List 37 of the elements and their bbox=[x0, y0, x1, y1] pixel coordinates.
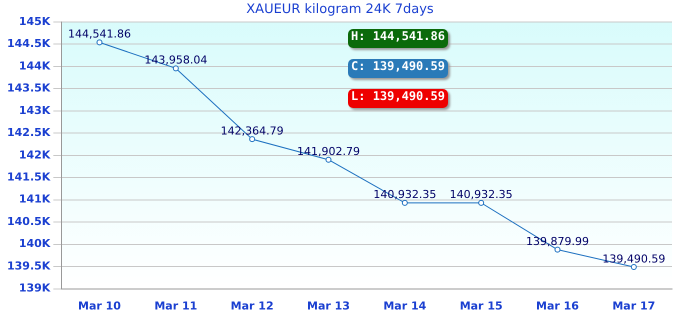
point bbox=[172, 65, 179, 72]
y-tick-label: 142K bbox=[18, 148, 51, 162]
x-tick-label: Mar 15 bbox=[460, 299, 503, 312]
point bbox=[630, 264, 637, 270]
y-tick-label: 144K bbox=[18, 59, 51, 72]
y-tick-label: 144.5K bbox=[6, 37, 51, 50]
x-tick-label: Mar 12 bbox=[230, 299, 274, 312]
data-label: 140,932.35 bbox=[450, 188, 513, 202]
y-tick-label: 145K bbox=[18, 14, 51, 28]
x-tick-label: Mar 10 bbox=[78, 299, 122, 312]
y-tick-label: 139.5K bbox=[6, 259, 51, 272]
y-tick-label: 141.5K bbox=[6, 170, 51, 184]
y-tick-label: 143K bbox=[18, 104, 51, 117]
data-label: 144,541.86 bbox=[68, 28, 131, 41]
data-label: 141,902.79 bbox=[297, 145, 360, 158]
annotation: L: 139,490.59 bbox=[348, 89, 448, 108]
y-tick-label: 139K bbox=[18, 282, 51, 295]
point bbox=[249, 136, 256, 142]
y-tick-label: 143.5K bbox=[6, 82, 51, 95]
x-tick-label: Mar 17 bbox=[612, 299, 656, 312]
point bbox=[554, 246, 560, 253]
x-tick-label: Mar 14 bbox=[383, 299, 427, 312]
y-tick-label: 140.5K bbox=[6, 214, 51, 228]
annotation: H: 144,541.86 bbox=[348, 29, 448, 48]
x-tick-label: Mar 11 bbox=[154, 299, 198, 312]
chart-title: XAUEUR kilogram 24K 7days bbox=[246, 2, 434, 17]
point bbox=[478, 200, 484, 206]
point bbox=[325, 156, 332, 163]
point bbox=[96, 39, 102, 46]
data-label: 139,490.59 bbox=[602, 252, 666, 266]
x-tick-label: Mar 16 bbox=[536, 299, 580, 312]
y-tick-label: 141K bbox=[18, 192, 51, 206]
y-tick-label: 140K bbox=[18, 237, 51, 250]
x-tick-label: Mar 13 bbox=[307, 299, 350, 312]
y-tick-label: 142.5K bbox=[6, 126, 51, 140]
annotation: C: 139,490.59 bbox=[348, 59, 448, 78]
point bbox=[402, 200, 408, 206]
